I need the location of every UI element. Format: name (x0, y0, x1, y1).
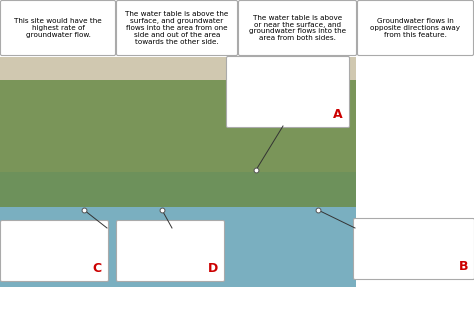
FancyBboxPatch shape (238, 1, 356, 56)
Bar (0, 172, 356, 287)
Text: This site would have the
highest rate of
groundwater flow.: This site would have the highest rate of… (14, 18, 102, 38)
Bar (0, 80, 356, 206)
FancyBboxPatch shape (0, 221, 109, 281)
Text: The water table is above the
surface, and groundwater
flows into the area from o: The water table is above the surface, an… (125, 11, 228, 45)
FancyBboxPatch shape (117, 1, 237, 56)
Bar (0, 57, 165, 184)
Text: The water table is above
or near the surface, and
groundwater flows into the
are: The water table is above or near the sur… (249, 15, 346, 41)
Text: A: A (333, 108, 343, 121)
Text: D: D (208, 262, 218, 275)
FancyBboxPatch shape (0, 1, 116, 56)
FancyBboxPatch shape (357, 1, 474, 56)
Text: Groundwater flows in
opposite directions away
from this feature.: Groundwater flows in opposite directions… (371, 18, 461, 38)
Text: C: C (93, 262, 102, 275)
Text: B: B (458, 260, 468, 273)
FancyBboxPatch shape (117, 221, 225, 281)
FancyBboxPatch shape (227, 57, 349, 128)
FancyBboxPatch shape (354, 218, 474, 280)
Bar (0, 57, 356, 287)
